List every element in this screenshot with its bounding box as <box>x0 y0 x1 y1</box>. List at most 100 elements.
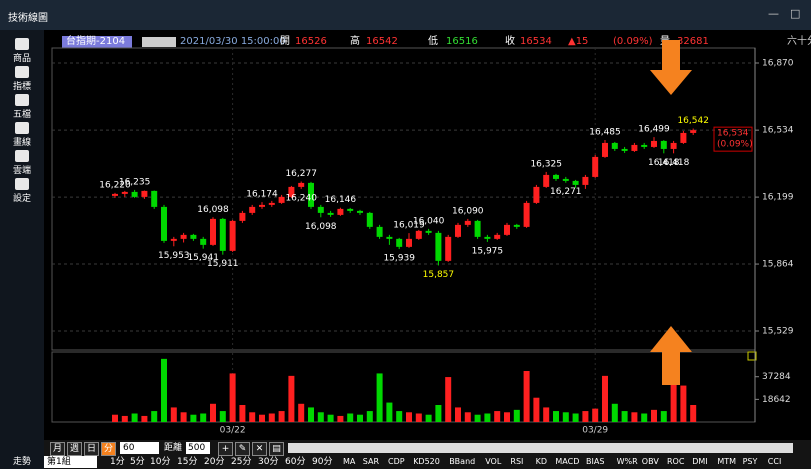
indicator-option[interactable]: CCI <box>767 457 782 466</box>
indicator-option[interactable]: W%R <box>616 457 638 466</box>
indicator-option[interactable]: PSY <box>742 457 758 466</box>
info-open: 16526 <box>295 36 327 47</box>
group-select[interactable]: 第1組 <box>44 456 97 468</box>
indicator-option[interactable]: BIAS <box>586 457 605 466</box>
period-option[interactable]: 60分 <box>285 457 306 467</box>
info-symbol: 台指期-2104 <box>62 36 132 48</box>
info-high: 16542 <box>366 36 398 47</box>
indicator-option[interactable]: RSI <box>510 457 524 466</box>
indicator-option[interactable]: MTM <box>717 457 737 466</box>
volume-bar <box>170 407 177 422</box>
sidebar-item[interactable]: 五檔 <box>0 94 44 120</box>
sidebar-item[interactable]: 商品 <box>0 38 44 64</box>
period-option[interactable]: 1分 <box>110 457 125 467</box>
indicator-option[interactable]: ROC <box>667 457 685 466</box>
period-option[interactable]: 25分 <box>231 457 252 467</box>
volume-bar <box>308 407 314 422</box>
sidebar-label: 雲端 <box>12 166 31 176</box>
indicator-option[interactable]: KD <box>535 457 547 466</box>
indicator-option[interactable]: MACD <box>555 457 580 466</box>
sidebar-icon <box>15 66 29 78</box>
candle-body <box>386 236 393 239</box>
volume-bar <box>611 403 618 422</box>
sidebar-item[interactable]: 雲端 <box>0 150 44 176</box>
indicator-option[interactable]: CDP <box>388 457 405 466</box>
close-panel-button[interactable] <box>747 351 757 361</box>
candle-body <box>611 142 618 149</box>
title-bar: 技術線圖 — □ <box>0 0 811 30</box>
sidebar-item[interactable]: 指標 <box>0 66 44 92</box>
range-button[interactable]: 週 <box>67 442 82 456</box>
candle-body <box>621 148 628 151</box>
candle-body <box>680 132 687 143</box>
volume-bar <box>151 411 158 422</box>
price-annotation: 15,975 <box>472 246 504 256</box>
tool-button[interactable]: ✕ <box>252 442 267 456</box>
volume-bar <box>406 412 412 422</box>
candle-body <box>317 206 324 213</box>
period-option[interactable]: 15分 <box>177 457 198 467</box>
candle-body <box>366 212 373 227</box>
info-high-label: 高 <box>350 36 360 47</box>
sidebar-icon <box>15 38 29 50</box>
volume-bar <box>180 412 187 422</box>
tool-button[interactable]: + <box>218 442 233 456</box>
scrollbar[interactable] <box>288 443 793 453</box>
candle-body <box>572 180 579 185</box>
sidebar-item[interactable]: 設定 <box>0 178 44 204</box>
sidebar-item[interactable]: 畫線 <box>0 122 44 148</box>
candle-body <box>455 224 461 237</box>
price-annotation: 16,098 <box>305 222 337 232</box>
candle-body <box>219 218 226 251</box>
indicator-option[interactable]: VOL <box>485 457 502 466</box>
sidebar-icon <box>15 94 29 106</box>
tool-button[interactable]: ▤ <box>269 442 284 456</box>
tool-button[interactable]: ✎ <box>235 442 250 456</box>
price-annotation: 15,941 <box>187 253 219 263</box>
volume-bar <box>680 385 687 422</box>
indicator-option[interactable]: KD520 <box>413 457 440 466</box>
candle-body <box>180 234 187 239</box>
sidebar-bottom[interactable]: 走勢 <box>12 457 31 467</box>
period-option[interactable]: 5分 <box>130 457 145 467</box>
indicator-option[interactable]: MA <box>343 457 356 466</box>
volume-bar <box>641 413 648 422</box>
period-option[interactable]: 30分 <box>258 457 279 467</box>
price-annotation: 16,418 <box>658 158 690 168</box>
info-volume: 32681 <box>677 36 709 47</box>
price-annotation: 15,911 <box>207 259 239 269</box>
volume-bar <box>278 411 285 422</box>
y-tick-label: 15,529 <box>762 327 794 337</box>
candle-body <box>121 191 128 194</box>
period-option[interactable]: 90分 <box>312 457 333 467</box>
y-tick-label: 16,870 <box>762 58 794 68</box>
maximize-button[interactable]: □ <box>790 7 801 20</box>
price-annotation: 16,542 <box>677 116 709 126</box>
toolbar: 月週日分 60 距離 500 + ✎ ✕ ▤ 第1組 1分 5分 10分 15分 20分 25分 30分 60分… <box>44 440 811 469</box>
candle-body <box>376 226 383 237</box>
candle-body <box>337 208 344 215</box>
price-annotation: 16,220 <box>99 180 131 190</box>
range-button[interactable]: 日 <box>84 442 99 456</box>
range-button[interactable]: 分 <box>101 442 116 456</box>
period-select[interactable]: 60 <box>120 442 159 454</box>
sidebar: 商品 指標 五檔 畫線雲端設定走勢 <box>0 30 44 469</box>
indicator-option[interactable]: SAR <box>362 457 380 466</box>
indicator-option[interactable]: OBV <box>641 457 659 466</box>
minimize-button[interactable]: — <box>768 7 779 20</box>
period-option[interactable]: 10分 <box>150 457 171 467</box>
volume-bar <box>249 412 256 422</box>
volume-bar <box>200 413 207 422</box>
volume-bar <box>621 411 628 422</box>
volume-bar <box>161 358 167 422</box>
indicator-option[interactable]: DMI <box>692 457 708 466</box>
info-icons[interactable] <box>142 37 176 47</box>
period-option[interactable]: 20分 <box>204 457 225 467</box>
distance-input[interactable]: 500 <box>186 442 210 454</box>
volume-bar <box>651 409 657 422</box>
volume-bar <box>484 413 491 422</box>
info-period: 六十分 <box>787 36 811 47</box>
range-button[interactable]: 月 <box>50 442 65 456</box>
candle-body <box>523 202 530 227</box>
indicator-option[interactable]: BBand <box>449 457 476 466</box>
